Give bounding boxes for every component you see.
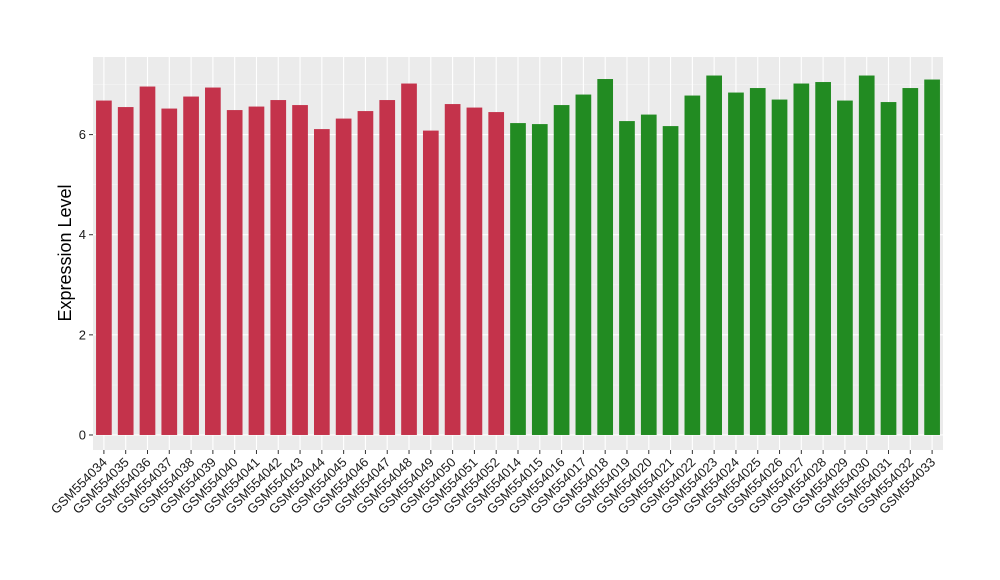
bar-GSM554044 <box>314 129 330 435</box>
y-tick-label: 6 <box>79 127 86 142</box>
bar-GSM554039 <box>205 87 221 435</box>
bar-GSM554052 <box>488 112 505 435</box>
bar-GSM554026 <box>771 99 788 435</box>
bar-GSM554022 <box>684 95 701 435</box>
y-tick-label: 0 <box>79 427 86 442</box>
bar-GSM554040 <box>226 110 243 435</box>
bar-GSM554035 <box>117 107 134 435</box>
bar-GSM554028 <box>815 82 831 435</box>
bar-GSM554050 <box>444 104 461 435</box>
bar-GSM554051 <box>466 107 483 435</box>
bar-GSM554019 <box>619 121 635 435</box>
bar-GSM554042 <box>270 100 287 435</box>
bar-GSM554037 <box>161 108 178 435</box>
bar-GSM554038 <box>183 96 199 435</box>
bar-GSM554023 <box>706 75 722 435</box>
y-tick-label: 2 <box>79 327 86 342</box>
bar-GSM554030 <box>858 75 875 435</box>
bar-GSM554020 <box>640 114 657 435</box>
bar-GSM554015 <box>531 124 548 435</box>
bar-GSM554031 <box>880 102 897 435</box>
bar-GSM554025 <box>749 88 766 435</box>
bar-GSM554047 <box>379 100 396 435</box>
bar-GSM554046 <box>357 111 374 435</box>
bar-GSM554024 <box>728 92 744 435</box>
bar-GSM554043 <box>292 105 308 435</box>
x-axis: GSM554034GSM554035GSM554036GSM554037GSM5… <box>48 450 938 517</box>
bar-GSM554029 <box>837 100 853 435</box>
bar-GSM554049 <box>422 130 439 435</box>
bar-GSM554036 <box>139 86 156 435</box>
bar-GSM554027 <box>793 83 810 435</box>
bar-GSM554018 <box>597 79 614 435</box>
bar-GSM554045 <box>335 118 352 435</box>
bar-GSM554033 <box>924 79 940 435</box>
bars <box>96 75 940 435</box>
bar-GSM554034 <box>96 100 112 435</box>
bar-GSM554021 <box>662 126 679 435</box>
bar-GSM554032 <box>902 88 919 435</box>
y-axis: 0 2 4 6 <box>79 127 93 442</box>
bar-GSM554048 <box>401 83 417 435</box>
y-axis-title: Expression Level <box>55 184 75 321</box>
bar-GSM554016 <box>553 105 570 435</box>
bar-GSM554014 <box>510 123 526 435</box>
bar-GSM554017 <box>575 94 592 435</box>
bar-GSM554041 <box>248 106 265 435</box>
y-tick-label: 4 <box>79 227 86 242</box>
